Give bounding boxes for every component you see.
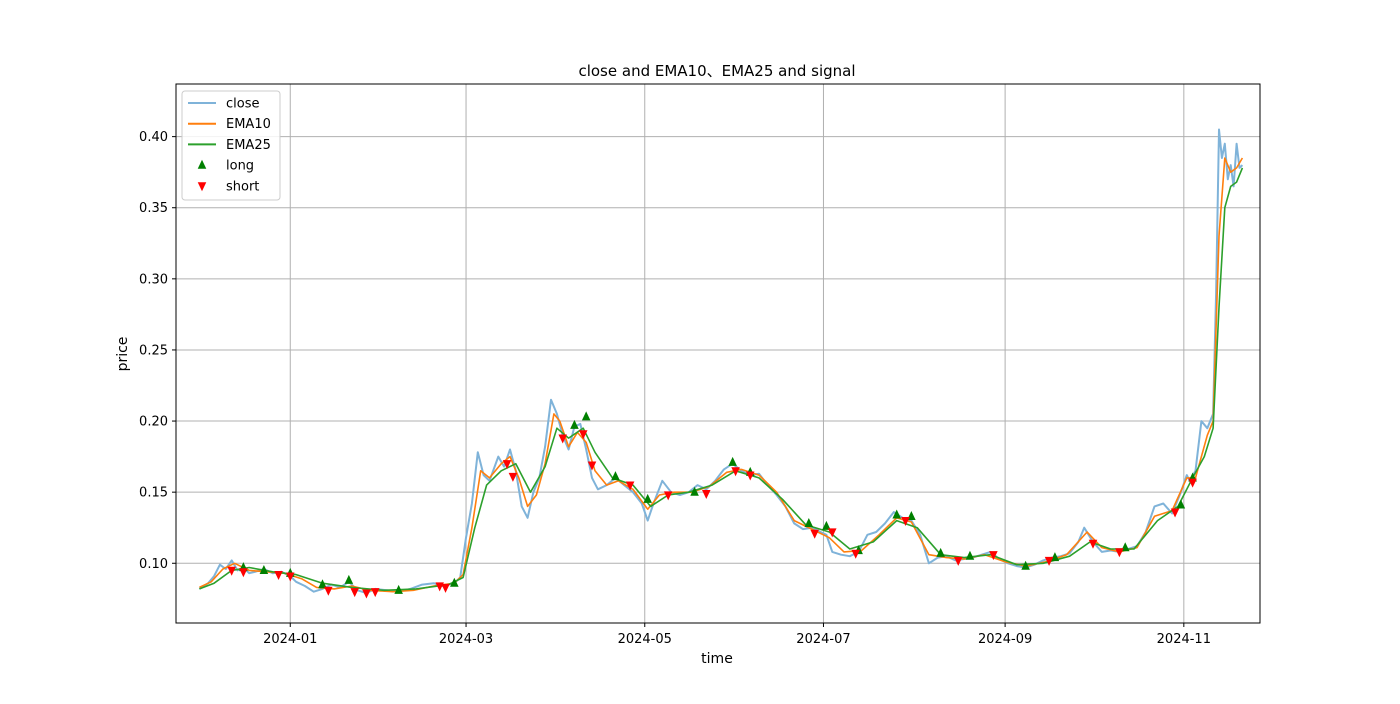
short-signal-marker [508, 472, 518, 482]
short-signal-marker [1044, 556, 1054, 566]
short-signal-marker [587, 461, 597, 471]
short-signal-marker [274, 571, 283, 581]
short-signal-marker [827, 528, 837, 538]
short-signal-marker [1170, 508, 1180, 518]
short-signal-marker [350, 588, 359, 598]
short-signal-marker [558, 434, 567, 444]
short-signal-marker [953, 556, 963, 566]
x-tick-label: 2024-05 [618, 632, 672, 647]
y-tick-label: 0.40 [139, 130, 168, 145]
legend-box [181, 90, 281, 201]
signal-markers [227, 411, 1197, 599]
x-axis-label: time [701, 651, 733, 667]
short-signal-marker [989, 551, 998, 561]
long-signal-marker [394, 584, 403, 594]
long-signal-marker [581, 411, 591, 421]
short-signal-marker [239, 568, 248, 578]
x-tick-label: 2024-07 [796, 632, 850, 647]
long-signal-marker [1050, 552, 1060, 562]
y-axis-ticks: 0.10 0.15 0.20 0.25 0.30 0.35 0.40 [139, 130, 176, 572]
short-signal-marker [227, 566, 236, 576]
long-signal-marker [259, 564, 269, 574]
long-signal-marker [1021, 560, 1030, 570]
legend-label-ema10: EMA10 [226, 117, 271, 132]
long-signal-marker [611, 471, 620, 481]
y-tick-label: 0.25 [139, 343, 168, 358]
x-tick-label: 2024-11 [1157, 632, 1211, 647]
short-signal-marker [810, 529, 819, 539]
x-axis-ticks: 2024-01 2024-03 2024-05 2024-07 2024-09 2024-… [263, 623, 1211, 647]
x-tick-label: 2024-01 [263, 632, 317, 647]
long-signal-marker [965, 550, 975, 560]
series-line-ema25 [199, 167, 1244, 592]
x-tick-label: 2024-03 [439, 632, 493, 647]
short-signal-marker [324, 586, 333, 596]
short-signal-marker [1188, 478, 1197, 488]
short-signal-marker [702, 489, 711, 499]
long-signal-marker [804, 518, 814, 528]
long-signal-marker [822, 520, 831, 530]
short-signal-marker [851, 549, 860, 559]
legend-label-close: close [226, 97, 259, 112]
long-signal-marker [344, 574, 354, 584]
y-tick-label: 0.10 [139, 557, 168, 572]
chart-title: close and EMA10、EMA25 and signal [578, 62, 855, 80]
long-signal-marker [1176, 499, 1186, 509]
short-signal-marker [625, 481, 635, 491]
short-signal-marker [745, 471, 755, 481]
legend-swatch-long [197, 159, 207, 169]
y-tick-label: 0.30 [139, 272, 168, 287]
short-signal-marker [578, 430, 588, 440]
y-tick-label: 0.35 [139, 201, 168, 216]
y-tick-label: 0.15 [139, 486, 168, 501]
legend-label-short: short [226, 179, 259, 194]
y-axis-label: price [115, 337, 131, 372]
short-signal-marker [502, 460, 512, 470]
long-signal-marker [318, 579, 327, 589]
long-signal-marker [643, 493, 652, 503]
long-signal-marker [570, 419, 579, 429]
short-signal-marker [663, 491, 673, 501]
short-signal-marker [285, 572, 295, 582]
legend-label-ema25: EMA25 [226, 138, 271, 153]
long-signal-marker [936, 547, 945, 557]
short-signal-marker [1088, 539, 1098, 549]
long-signal-marker [690, 486, 699, 496]
long-signal-marker [892, 509, 901, 519]
short-signal-marker [901, 517, 910, 527]
short-signal-marker [731, 467, 740, 477]
long-signal-marker [450, 577, 459, 587]
plot-area-frame [175, 83, 1261, 624]
legend-label-long: long [226, 159, 254, 174]
y-tick-label: 0.20 [139, 415, 168, 430]
grid [176, 84, 1260, 623]
legend: close EMA10 EMA25 long short [181, 90, 281, 201]
short-signal-marker [441, 583, 450, 593]
x-tick-label: 2024-09 [978, 632, 1032, 647]
short-signal-marker [370, 588, 380, 598]
legend-swatch-short [197, 182, 207, 192]
short-signal-marker [362, 589, 371, 599]
long-signal-marker [728, 456, 737, 466]
short-signal-marker [1115, 548, 1124, 558]
